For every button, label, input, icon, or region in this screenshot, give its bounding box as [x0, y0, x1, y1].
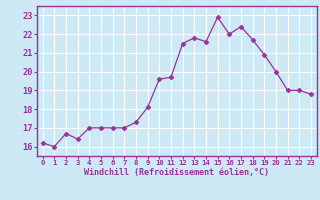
X-axis label: Windchill (Refroidissement éolien,°C): Windchill (Refroidissement éolien,°C) [84, 168, 269, 177]
